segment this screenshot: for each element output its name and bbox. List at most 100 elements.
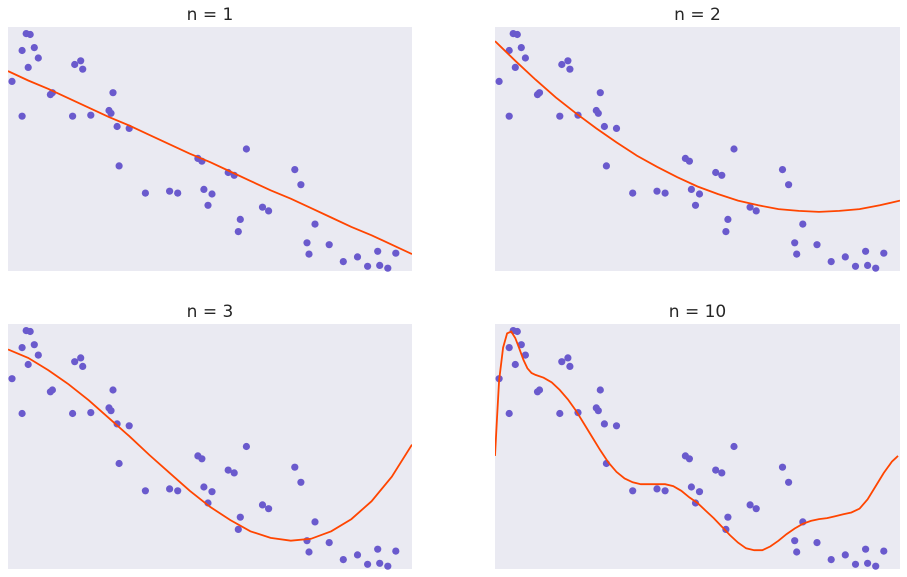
subplot-n-1: n = 1 — [8, 5, 412, 272]
data-point — [236, 215, 244, 223]
data-point — [653, 187, 661, 195]
data-point — [24, 63, 32, 71]
panel-title: n = 10 — [669, 302, 726, 322]
data-point — [18, 409, 26, 418]
data-point — [208, 190, 216, 198]
data-point — [34, 54, 42, 62]
data-point — [827, 556, 835, 564]
data-point — [115, 162, 123, 170]
data-point — [384, 562, 392, 570]
plot-area — [8, 324, 412, 569]
data-point — [752, 505, 760, 513]
data-point — [596, 386, 604, 394]
data-point — [517, 341, 525, 349]
data-point — [521, 54, 530, 62]
data-point — [297, 181, 305, 189]
data-point — [305, 548, 313, 556]
fit-line — [495, 40, 900, 213]
data-point — [600, 420, 609, 428]
data-point — [505, 344, 513, 352]
data-point — [558, 60, 566, 69]
data-point — [695, 190, 704, 198]
data-point — [511, 63, 519, 71]
scatter-points — [8, 29, 400, 272]
data-point — [813, 241, 821, 249]
data-point — [535, 89, 544, 97]
data-point — [612, 124, 621, 132]
data-point — [778, 166, 787, 174]
data-point — [107, 407, 115, 415]
data-point — [242, 145, 250, 153]
data-point — [661, 189, 669, 197]
data-point — [325, 539, 333, 547]
data-point — [48, 386, 57, 394]
data-point — [558, 358, 566, 366]
data-point — [864, 559, 872, 567]
subplot-n-3: n = 3 — [8, 302, 412, 570]
data-point — [685, 455, 694, 463]
data-point — [535, 386, 544, 394]
data-point — [236, 513, 244, 521]
data-point — [513, 327, 521, 336]
panel-title: n = 3 — [187, 302, 234, 322]
data-point — [109, 89, 117, 97]
data-point — [71, 60, 79, 69]
data-point — [376, 261, 384, 269]
data-point — [141, 487, 149, 495]
data-point — [109, 386, 117, 394]
data-point — [297, 478, 305, 486]
data-point — [872, 264, 880, 272]
data-point — [353, 551, 362, 559]
data-point — [30, 341, 38, 349]
data-point — [791, 239, 799, 247]
data-point — [691, 201, 700, 209]
data-point — [87, 111, 95, 119]
data-point — [685, 157, 694, 165]
data-point — [566, 65, 574, 73]
data-point — [242, 442, 250, 451]
plot-area — [8, 27, 412, 271]
data-point — [695, 488, 704, 496]
data-point — [752, 207, 760, 215]
data-point — [374, 545, 382, 553]
data-point — [793, 250, 801, 258]
data-point — [687, 483, 696, 491]
panel-title: n = 1 — [187, 5, 234, 25]
data-point — [392, 249, 400, 257]
data-point — [141, 189, 149, 197]
data-point — [851, 560, 860, 568]
data-point — [200, 483, 208, 491]
data-point — [564, 354, 572, 362]
data-point — [291, 166, 299, 174]
data-point — [712, 168, 720, 177]
subplot-n-2: n = 2 — [495, 5, 900, 272]
data-point — [880, 547, 888, 555]
data-point — [208, 488, 216, 496]
data-point — [384, 264, 392, 272]
data-point — [862, 247, 870, 255]
data-point — [793, 548, 801, 556]
data-point — [718, 171, 726, 179]
data-point — [166, 187, 174, 195]
data-point — [234, 525, 242, 534]
data-point — [724, 513, 732, 521]
data-point — [785, 478, 793, 486]
data-point — [556, 409, 564, 418]
data-point — [166, 485, 174, 493]
scatter-points — [495, 29, 888, 272]
data-point — [511, 360, 519, 369]
data-point — [687, 185, 696, 193]
data-point — [564, 57, 572, 65]
data-point — [258, 203, 267, 211]
data-point — [653, 485, 661, 493]
data-point — [311, 220, 319, 228]
data-point — [629, 189, 637, 197]
data-point — [746, 501, 754, 509]
data-point — [505, 112, 513, 120]
data-point — [77, 354, 85, 362]
data-point — [125, 422, 133, 430]
data-point — [513, 30, 521, 39]
data-point — [339, 556, 347, 564]
data-point — [200, 185, 208, 193]
